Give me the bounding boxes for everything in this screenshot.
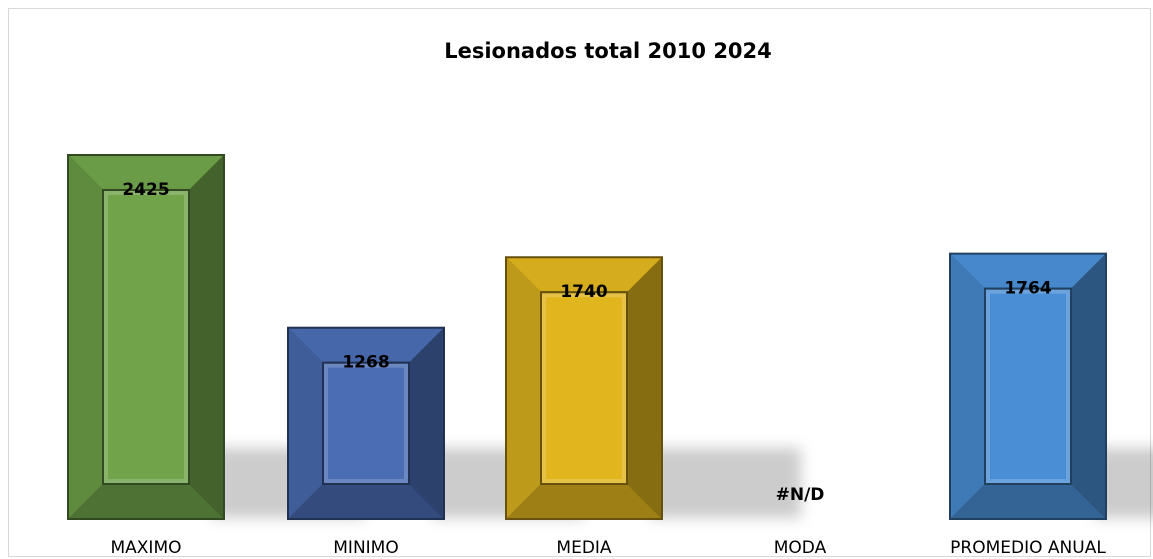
x-tick-label: MINIMO (333, 538, 398, 558)
data-label: 2425 (122, 180, 169, 200)
chart-title: Lesionados total 2010 2024 (444, 39, 772, 63)
x-tick-label: MEDIA (556, 538, 612, 558)
x-tick-label: MODA (774, 538, 827, 558)
labels-layer: MAXIMO 2425 MINIMO 1268 MEDIA 1740 MODA #N/D PRO… (110, 180, 1106, 558)
x-tick-label: MAXIMO (110, 538, 181, 558)
bars-layer (67, 153, 1153, 520)
data-label: 1740 (560, 282, 607, 302)
bar (67, 153, 363, 520)
data-label: 1764 (1004, 279, 1051, 299)
data-label: #N/D (776, 485, 825, 505)
data-label: 1268 (342, 353, 389, 373)
x-tick-label: PROMEDIO ANUAL (950, 538, 1106, 558)
bar (505, 256, 801, 520)
bar (949, 252, 1153, 520)
